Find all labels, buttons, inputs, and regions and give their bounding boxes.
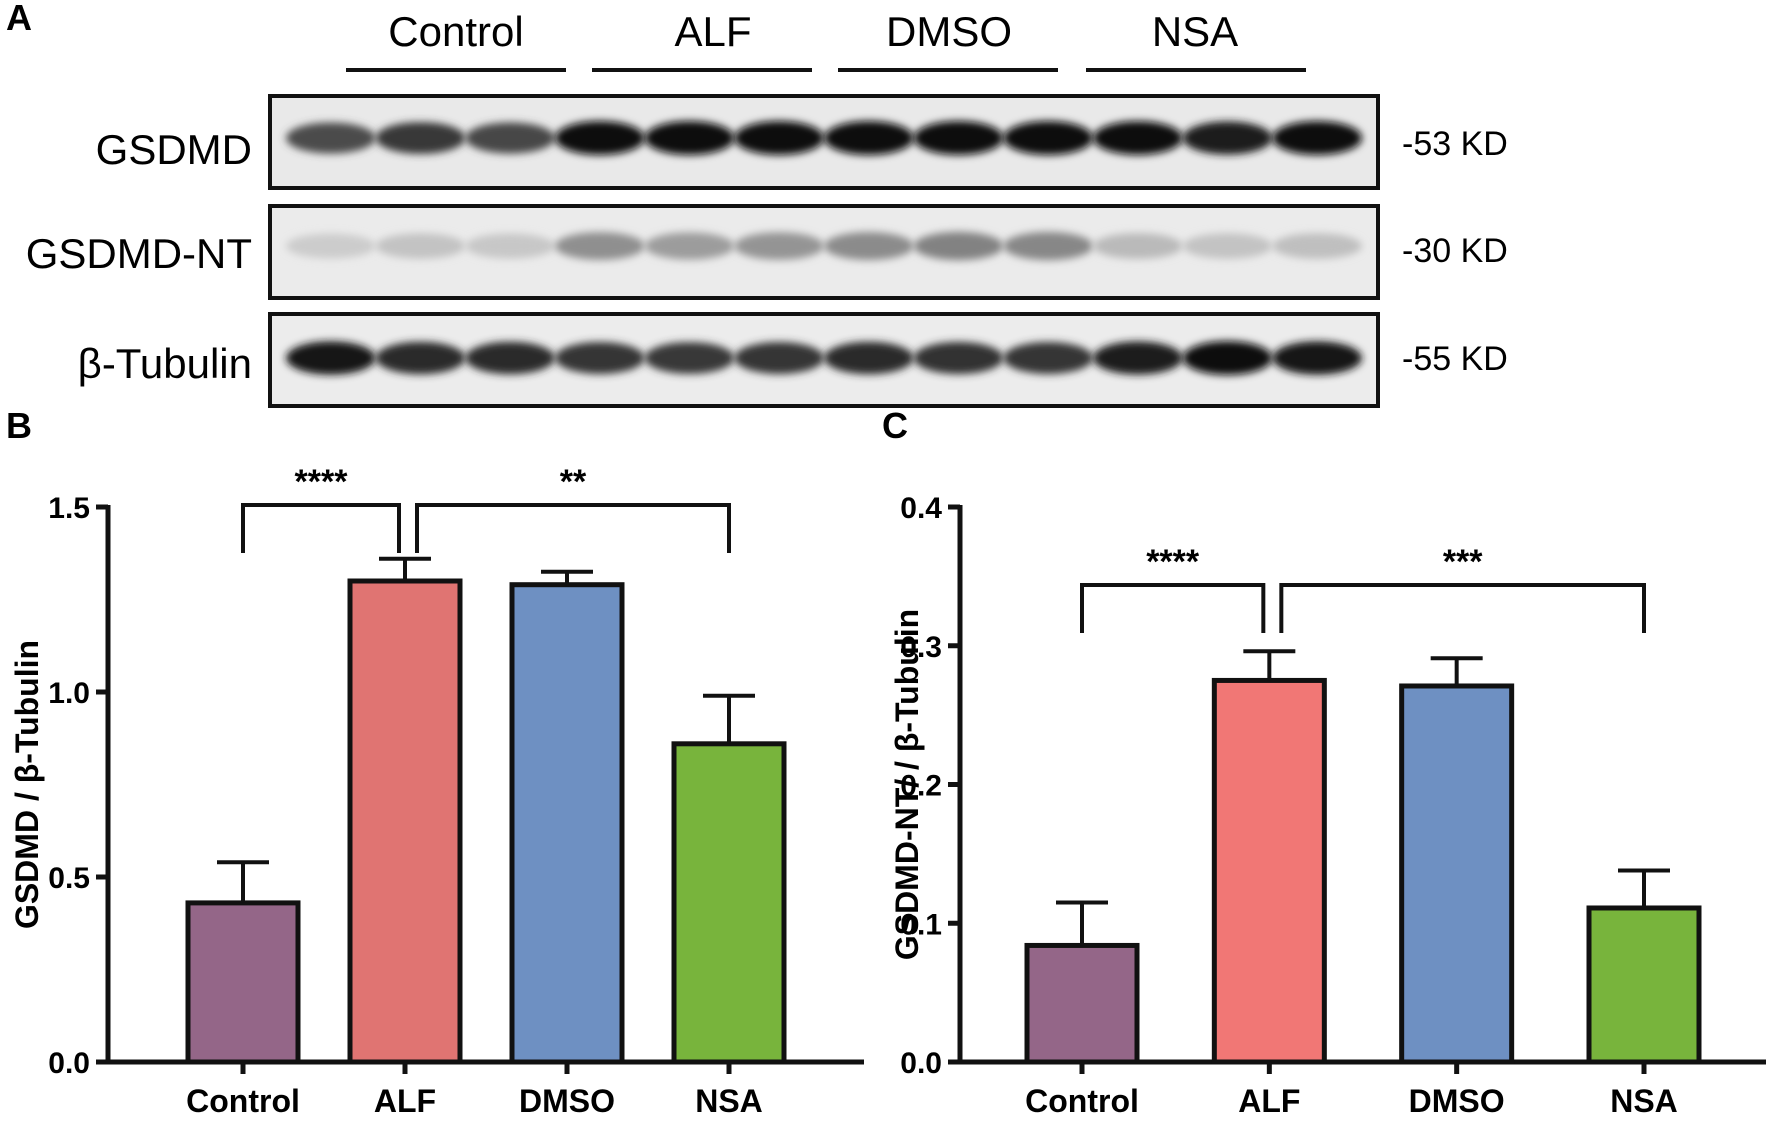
bar [1399,683,1515,1065]
blot-band [1182,233,1273,259]
blot-band [1003,121,1093,155]
blot-group-label: NSA [1152,8,1238,55]
significance-label: **** [1146,543,1200,581]
blot-band [824,121,914,155]
blot-band [465,122,555,154]
x-tick-label: ALF [1238,1083,1300,1119]
y-tick-label: 0.2 [900,770,942,803]
blot-band [644,232,735,260]
blot-band [286,122,376,154]
blot-band [286,341,376,375]
blot-band [824,341,914,375]
blot-band [1093,233,1183,259]
significance-label: **** [295,463,349,501]
blot-row-label: β-Tubulin [78,340,252,387]
y-tick-label: 0.3 [900,631,942,664]
bar [347,578,463,1065]
blot-band [734,121,825,155]
blot-band [465,341,555,375]
x-tick-label: DMSO [519,1083,615,1119]
y-tick-label: 1.5 [48,492,90,525]
x-tick-label: Control [186,1083,300,1119]
panel-letter-c: C [882,405,908,446]
significance-bracket [415,503,731,553]
blot-band [1093,121,1183,155]
y-tick-label: 0.5 [48,862,90,895]
blot-band [1272,233,1362,259]
blot-band [1182,341,1273,375]
blot-band [734,342,825,374]
blot-band [375,341,466,375]
x-tick-label: Control [1025,1083,1139,1119]
blot-band [555,342,645,374]
blot-band [1182,121,1273,155]
x-tick-label: NSA [1610,1083,1678,1119]
blot-band [1272,121,1362,155]
blot-band [644,121,735,155]
blot-band [555,232,645,260]
x-tick-label: ALF [374,1083,436,1119]
blot-bands [286,121,1362,375]
significance-label: *** [1443,543,1483,581]
blot-marker: -30 KD [1402,232,1508,270]
blot-band [555,121,645,155]
blot-band [1003,342,1093,374]
blot-marker: -55 KD [1402,340,1508,378]
blot-band [824,232,914,260]
blot-band [1093,341,1183,375]
bar [1211,677,1327,1065]
blot-row-label: GSDMD [96,126,252,173]
blot-band [913,231,1004,261]
y-axis-label: GSDMD / β-Tubulin [9,640,45,929]
blot-band [375,122,466,154]
chart-b: 0.0 0.5 1.0 1.5 GSDMD / β-Tubulin Control ALF D… [9,463,864,1119]
blot-marker: -53 KD [1402,125,1508,163]
panel-letter-a: A [6,0,32,38]
significance-bracket [1279,583,1646,633]
bar [185,900,301,1065]
blot-band [734,232,825,260]
x-tick-label: DMSO [1409,1083,1505,1119]
bar [1586,905,1702,1065]
blot-band [286,233,376,259]
significance-bracket [1080,583,1266,633]
blot-band [1003,231,1093,261]
blot-band [913,341,1004,375]
panel-letter-b: B [6,405,32,446]
y-tick-label: 0.1 [900,908,942,941]
y-tick-label: 0.0 [900,1047,942,1080]
blot-band [1272,341,1362,375]
chart-c: 0.0 0.1 0.2 0.3 0.4 GSDMD-NT/ / β-Tubulin Cont… [889,492,1766,1119]
bar [509,582,625,1065]
y-axis-label: GSDMD-NT/ / β-Tubulin [889,609,925,960]
blot-band [375,233,466,259]
significance-label: ** [560,463,587,501]
blot-group-label: ALF [674,8,751,55]
y-tick-label: 0.0 [48,1047,90,1080]
y-tick-label: 1.0 [48,677,90,710]
blot-band [913,121,1004,155]
bar [671,741,787,1065]
blot-group-labels: Control ALF DMSO NSA [388,8,1238,55]
blot-row-label: GSDMD-NT [26,230,252,277]
significance-bracket [241,503,401,553]
blot-band [644,342,735,374]
y-tick-label: 0.4 [900,492,942,525]
x-tick-label: NSA [695,1083,763,1119]
blot-group-label: DMSO [886,8,1012,55]
blot-band [465,233,555,259]
blot-group-label: Control [388,8,523,55]
bar [1024,942,1140,1065]
